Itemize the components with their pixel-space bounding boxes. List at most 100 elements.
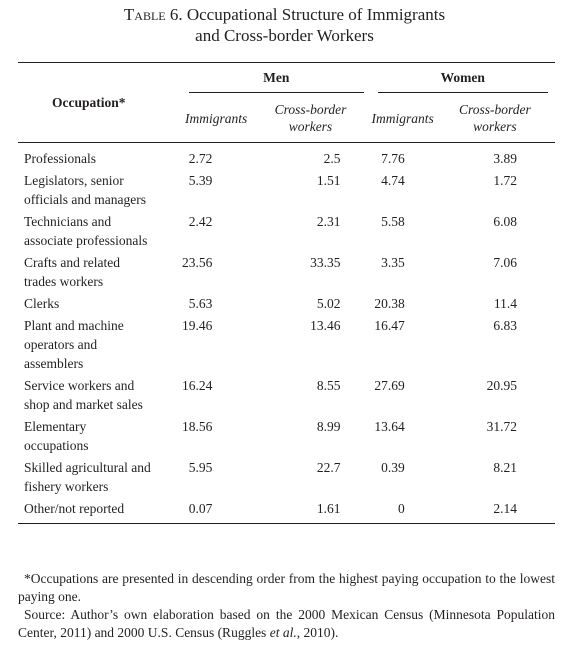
value-cell: 16.47 <box>374 318 405 333</box>
value-cell: 1.61 <box>250 497 371 524</box>
occupation-line: Legislators, senior <box>24 173 124 188</box>
occupation-line: operators and <box>24 337 98 352</box>
value-cell: 0.07 <box>182 497 251 524</box>
value-cell: 5.39 <box>188 173 213 188</box>
value-cell: 6.08 <box>493 214 517 229</box>
value-cell: 13.46 <box>310 318 341 333</box>
table-label: Table 6. <box>123 5 183 24</box>
value-cell: 1.51 <box>316 173 341 188</box>
occupation-line: associate professionals <box>24 233 148 248</box>
subheader: Immigrants <box>370 94 435 143</box>
table-row: Other/not reported 0.07 1.61 0 2.14 <box>18 497 555 524</box>
occupation-cell: Clerks <box>18 292 182 314</box>
occupation-cell: Skilled agricultural and fishery workers <box>18 456 182 497</box>
value-cell: 0 <box>370 497 435 524</box>
source-text: et al. <box>269 625 297 640</box>
table-body: Professionals 2.72 2.5 7.76 3.89 Legislators,… <box>18 143 555 524</box>
occupation-cell: Technicians and associate professionals <box>18 210 182 251</box>
footnote: *Occupations are presented in descending… <box>18 571 555 604</box>
table-row: Plant and machine operators and assemblers… <box>18 314 555 374</box>
occupation-line: Other/not reported <box>24 501 125 516</box>
value-cell: 3.89 <box>493 151 517 166</box>
table-row: Legislators, senior officials and manager… <box>18 169 555 210</box>
value-cell: 19.46 <box>182 318 213 333</box>
subheader: Immigrants <box>182 94 251 143</box>
value-cell: 6.83 <box>493 318 517 333</box>
occupation-line: Technicians and <box>24 214 112 229</box>
value-cell: 4.74 <box>381 173 405 188</box>
occupation-cell: Crafts and related trades workers <box>18 251 182 292</box>
value-cell: 20.38 <box>374 296 405 311</box>
occupation-cell: Plant and machine operators and assemblers <box>18 314 182 374</box>
value-cell: 31.72 <box>486 419 517 434</box>
group-label: Women <box>377 64 548 93</box>
value-cell: 5.58 <box>381 214 405 229</box>
group-header: Men <box>182 62 371 94</box>
occupation-line: Plant and machine <box>24 318 124 333</box>
occupation-line: officials and managers <box>24 192 146 207</box>
value-cell: 2.5 <box>323 151 341 166</box>
occupation-cell: Other/not reported <box>18 497 182 524</box>
value-cell: 5.95 <box>188 460 213 475</box>
table-row: Technicians and associate professionals 2.… <box>18 210 555 251</box>
value-cell: 2.72 <box>188 151 213 166</box>
table-row: Skilled agricultural and fishery workers 5… <box>18 456 555 497</box>
occupation-cell: Legislators, senior officials and manager… <box>18 169 182 210</box>
occupation-line: Skilled agricultural and <box>24 460 151 475</box>
subheader: Cross-border workers <box>250 94 371 143</box>
value-cell: 5.02 <box>316 296 341 311</box>
header-cell: Occupation* <box>18 62 182 143</box>
value-cell: 5.63 <box>188 296 213 311</box>
group-label: Men <box>189 64 364 93</box>
title-line: Occupational Structure of Immigrants <box>186 5 446 24</box>
value-cell: 11.4 <box>493 296 517 311</box>
table-row: Professionals 2.72 2.5 7.76 3.89 <box>18 143 555 170</box>
value-cell: 13.64 <box>374 419 405 434</box>
occupation-line: shop and market sales <box>24 397 143 412</box>
value-cell: 3.35 <box>381 255 405 270</box>
subheader: Cross-border workers <box>434 94 555 143</box>
source-text: Source: Author’s own elaboration based o… <box>18 607 555 640</box>
table-row: Elementary occupations 18.56 8.99 13.64 31.72 <box>18 415 555 456</box>
occupation-line: Crafts and related <box>24 255 120 270</box>
occupation-line: fishery workers <box>24 479 109 494</box>
value-cell: 2.14 <box>434 497 555 524</box>
value-cell: 8.99 <box>316 419 341 434</box>
table-row: Service workers and shop and market sales… <box>18 374 555 415</box>
value-cell: 20.95 <box>486 378 517 393</box>
title-line: and Cross-border Workers <box>195 26 374 45</box>
value-cell: 33.35 <box>310 255 341 270</box>
value-cell: 7.06 <box>493 255 517 270</box>
title: Table 6. Occupational Structure of Immig… <box>0 0 569 52</box>
occupation-line: Professionals <box>24 151 96 166</box>
value-cell: 2.42 <box>188 214 213 229</box>
value-cell: 2.31 <box>316 214 341 229</box>
value-cell: 1.72 <box>493 173 517 188</box>
value-cell: 7.76 <box>381 151 405 166</box>
table-row: Crafts and related trades workers 23.56 33.… <box>18 251 555 292</box>
value-cell: 8.55 <box>316 378 341 393</box>
occupation-cell: Professionals <box>18 143 182 170</box>
occupation-line: Clerks <box>24 296 60 311</box>
occupation-line: Elementary <box>24 419 87 434</box>
value-cell: 0.39 <box>381 460 405 475</box>
value-cell: 8.21 <box>493 460 517 475</box>
value-cell: 16.24 <box>182 378 213 393</box>
value-cell: 27.69 <box>374 378 405 393</box>
table-row: Clerks 5.63 5.02 20.38 11.4 <box>18 292 555 314</box>
occupation-cell: Elementary occupations <box>18 415 182 456</box>
occupation-cell: Service workers and shop and market sales <box>18 374 182 415</box>
group-header: Women <box>370 62 555 94</box>
occupation-line: occupations <box>24 438 89 453</box>
occupation-line: assemblers <box>24 356 84 371</box>
value-cell: 22.7 <box>316 460 341 475</box>
source-text: , 2010). <box>296 625 339 640</box>
notes: *Occupations are presented in descending… <box>18 570 555 642</box>
occupation-line: trades workers <box>24 274 104 289</box>
value-cell: 18.56 <box>182 419 213 434</box>
table: Occupation* Men Women Immigrants Cross-b… <box>18 62 555 524</box>
source: Source: Author’s own elaboration based o… <box>18 606 555 642</box>
value-cell: 23.56 <box>182 255 213 270</box>
occupation-line: Service workers and <box>24 378 135 393</box>
